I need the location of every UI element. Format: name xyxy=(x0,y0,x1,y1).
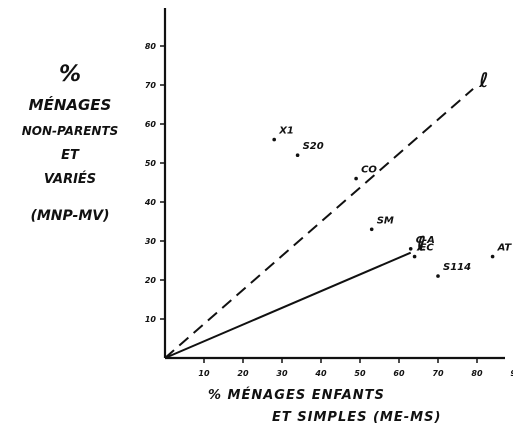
y-axis-label-line: ET xyxy=(61,148,79,163)
data-point-label: C-A xyxy=(416,235,435,246)
dashed-line xyxy=(164,88,474,359)
y-axis-label-line: % xyxy=(58,62,82,87)
x-tick-label: 80 xyxy=(471,369,483,378)
data-point-label: S20 xyxy=(303,141,324,152)
data-point xyxy=(272,137,277,142)
line-label: ℓ xyxy=(478,68,488,92)
data-point-label: S114 xyxy=(443,262,471,273)
data-point-label: X1 xyxy=(278,126,294,137)
data-point xyxy=(369,227,374,232)
x-axis-label-line: % MÉNAGES ENFANTS xyxy=(208,388,385,403)
points: X1 S20 CO SM C-AEC AT S114 xyxy=(272,126,512,278)
data-point xyxy=(295,153,300,157)
data-point-label: SM xyxy=(377,215,394,226)
x-tick-label: 50 xyxy=(354,369,366,378)
axes xyxy=(163,8,505,360)
y-axis-label-line: MÉNAGES xyxy=(28,96,112,114)
y-axis-label-line: NON-PARENTS xyxy=(21,124,119,138)
x-tick-label: 70 xyxy=(432,369,444,378)
y-tick-label: 80 xyxy=(145,42,157,51)
solid-line xyxy=(164,251,412,359)
y-tick-label: 30 xyxy=(145,237,157,246)
data-point-label: CO xyxy=(361,165,377,176)
lines: ℓℓ xyxy=(164,68,489,359)
y-tick-label: 20 xyxy=(145,276,157,285)
y-tick-label: 50 xyxy=(145,159,157,168)
data-point xyxy=(408,247,413,251)
y-tick-label: 10 xyxy=(145,315,157,324)
data-point xyxy=(490,254,495,259)
data-point xyxy=(412,254,417,259)
y-axis-label-line: VARIÉS xyxy=(43,172,97,187)
line-label: ℓ xyxy=(416,232,426,256)
x-axis-label-line: ET SIMPLES (ME-MS) xyxy=(272,410,442,425)
data-point xyxy=(354,176,358,181)
ticks: 10 20 30 40 50 60 70 80 90 10 20 30 40 50 60 70 80 xyxy=(144,42,513,378)
data-point-label: EC xyxy=(420,243,435,254)
y-tick-label: 70 xyxy=(145,81,157,90)
y-tick-label: 60 xyxy=(145,120,157,129)
x-tick-label: 90 xyxy=(510,369,513,378)
x-tick-label: 10 xyxy=(198,369,210,378)
x-tick-label: 30 xyxy=(276,369,288,378)
x-tick-label: 60 xyxy=(393,369,405,378)
y-axis-label-line: (MNP-MV) xyxy=(30,208,110,224)
data-point xyxy=(436,274,440,278)
data-point-label: AT xyxy=(497,243,513,254)
x-tick-label: 40 xyxy=(314,369,327,378)
y-tick-label: 40 xyxy=(144,198,157,207)
x-tick-label: 20 xyxy=(237,369,249,378)
